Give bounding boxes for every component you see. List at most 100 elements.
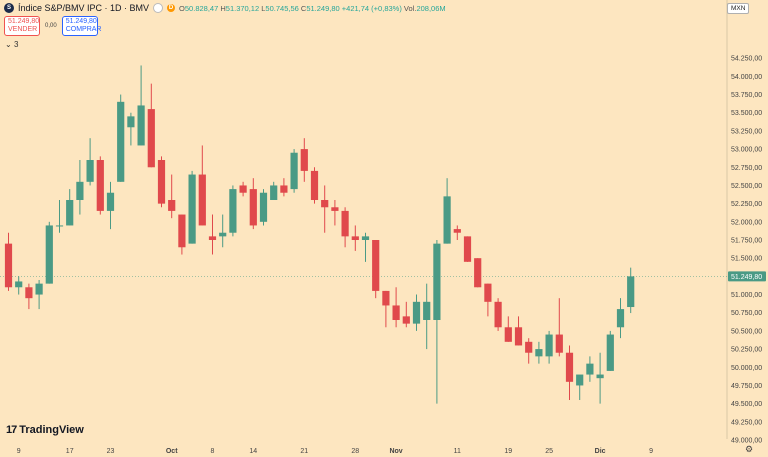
gear-icon[interactable]: ⚙ bbox=[745, 444, 754, 454]
candle bbox=[249, 178, 257, 230]
currency-selector[interactable]: MXN bbox=[727, 3, 750, 14]
candle-body bbox=[423, 301, 431, 320]
data-badge-icon[interactable]: D bbox=[167, 4, 176, 12]
candle bbox=[157, 156, 166, 208]
candle bbox=[219, 214, 227, 248]
y-tick-label: 53.000,00 bbox=[731, 147, 762, 154]
candle-body bbox=[280, 185, 288, 193]
candle-body bbox=[382, 290, 390, 306]
last-price-label: 51.249,80 bbox=[731, 274, 762, 281]
x-tick-label: 9 bbox=[17, 448, 21, 455]
candle bbox=[504, 316, 512, 342]
candle bbox=[361, 232, 370, 262]
x-tick-label: Oct bbox=[166, 448, 178, 455]
candle-body bbox=[188, 174, 196, 244]
candle-body bbox=[463, 236, 472, 262]
candle bbox=[616, 298, 625, 339]
candle-body bbox=[627, 276, 635, 308]
candle bbox=[270, 181, 278, 200]
candle bbox=[576, 374, 584, 400]
candle-body bbox=[361, 236, 370, 240]
buy-label: COMPRAR bbox=[65, 26, 102, 33]
indicators-toggle[interactable]: ⌄ 3 bbox=[5, 40, 18, 49]
candle-body bbox=[157, 160, 166, 204]
candle bbox=[555, 298, 563, 357]
x-tick-label: 17 bbox=[66, 448, 74, 455]
candle bbox=[45, 221, 53, 284]
candle bbox=[280, 178, 288, 197]
candle-body bbox=[453, 229, 461, 233]
candle-body bbox=[127, 116, 135, 128]
x-tick-label: 11 bbox=[454, 448, 461, 455]
y-tick-label: 53.250,00 bbox=[731, 128, 762, 135]
y-tick-label: 49.500,00 bbox=[731, 401, 762, 408]
candle-body bbox=[219, 232, 227, 237]
candle-body bbox=[341, 210, 349, 237]
tradingview-mark-icon: 17 bbox=[6, 424, 17, 436]
candle bbox=[290, 149, 298, 193]
candle-body bbox=[606, 334, 614, 371]
y-tick-label: 54.000,00 bbox=[731, 74, 762, 81]
candle-body bbox=[555, 334, 563, 353]
candle-body bbox=[208, 236, 217, 240]
candle bbox=[402, 301, 410, 328]
tradingview-logo[interactable]: 17 TradingView bbox=[6, 424, 84, 436]
y-tick-label: 52.000,00 bbox=[731, 219, 762, 226]
market-status-icon[interactable] bbox=[153, 3, 164, 13]
candle bbox=[66, 189, 74, 226]
low-value: 50.745,56 bbox=[265, 3, 299, 13]
candle-body bbox=[525, 341, 533, 353]
candle bbox=[147, 83, 155, 168]
candle bbox=[188, 170, 196, 244]
candle bbox=[321, 185, 329, 233]
candle-body bbox=[259, 192, 268, 222]
candle-body bbox=[596, 374, 604, 379]
x-tick-label: 25 bbox=[545, 448, 553, 455]
change-value: +421,74 (+0,83%) bbox=[341, 3, 402, 13]
x-tick-label: 8 bbox=[211, 448, 215, 455]
candle-body bbox=[290, 152, 298, 190]
candle bbox=[474, 258, 482, 288]
tradingview-name: TradingView bbox=[19, 424, 84, 436]
y-tick-label: 52.500,00 bbox=[731, 183, 762, 190]
candle bbox=[463, 236, 472, 262]
indicators-count: 3 bbox=[13, 40, 19, 49]
sell-button[interactable]: 51.249,80 VENDER bbox=[4, 16, 40, 36]
y-tick-label: 53.500,00 bbox=[731, 110, 762, 117]
symbol-title[interactable]: Índice S&P/BMV IPC · 1D · BMV bbox=[18, 3, 150, 13]
buy-price: 51.249,80 bbox=[65, 18, 97, 25]
candle-body bbox=[443, 196, 451, 244]
candle-body bbox=[249, 189, 257, 226]
candle-body bbox=[270, 185, 278, 200]
candle bbox=[545, 330, 553, 364]
ohlc-values: O50.828,47 H51.370,12 L50.745,56 C51.249… bbox=[179, 3, 446, 13]
candle bbox=[239, 181, 247, 197]
candle-body bbox=[96, 160, 104, 211]
candle bbox=[229, 185, 237, 237]
candle bbox=[392, 287, 400, 328]
candle bbox=[494, 298, 502, 331]
volume-value: 208,06M bbox=[416, 3, 446, 13]
candle bbox=[137, 65, 145, 146]
y-tick-label: 51.500,00 bbox=[731, 256, 762, 263]
candle-body bbox=[4, 243, 13, 288]
candle bbox=[96, 156, 104, 215]
candle bbox=[4, 232, 13, 291]
candle bbox=[382, 290, 390, 328]
candle-body bbox=[76, 181, 84, 200]
buy-button[interactable]: 51.249,80 COMPRAR bbox=[61, 16, 102, 36]
candle bbox=[484, 283, 492, 317]
candle bbox=[76, 160, 84, 215]
candle-body bbox=[137, 105, 145, 146]
candle-body bbox=[35, 283, 43, 295]
index-logo-icon: S bbox=[4, 3, 14, 13]
candle-body bbox=[147, 109, 155, 168]
y-tick-label: 49.750,00 bbox=[731, 383, 762, 390]
candle-body bbox=[412, 301, 421, 324]
candle bbox=[627, 267, 635, 314]
candle bbox=[606, 330, 614, 371]
candle bbox=[86, 138, 94, 186]
candle bbox=[586, 356, 594, 382]
candle bbox=[433, 240, 441, 404]
